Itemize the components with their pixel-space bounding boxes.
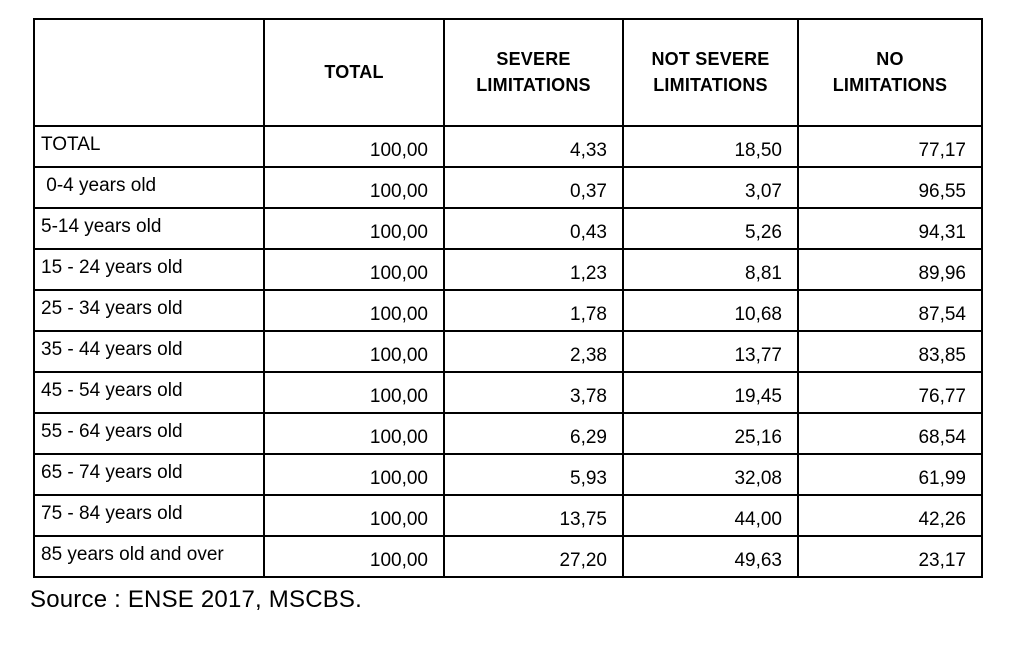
cell-value: 23,17 — [797, 535, 983, 578]
row-label: 75 - 84 years old — [33, 494, 265, 537]
row-label: 0-4 years old — [33, 166, 265, 209]
cell-value: 100,00 — [263, 412, 445, 455]
cell-value: 4,33 — [443, 125, 624, 168]
cell-value: 100,00 — [263, 207, 445, 250]
limitations-by-age-table: TOTAL SEVERE LIMITATIONS NOT SEVERE LIMI… — [33, 18, 983, 578]
row-label: 65 - 74 years old — [33, 453, 265, 496]
table-row-85-over: 85 years old and over 100,00 27,20 49,63… — [33, 535, 983, 578]
cell-value: 100,00 — [263, 371, 445, 414]
cell-value: 5,93 — [443, 453, 624, 496]
cell-value: 42,26 — [797, 494, 983, 537]
table-row-55-64: 55 - 64 years old 100,00 6,29 25,16 68,5… — [33, 412, 983, 455]
cell-value: 3,78 — [443, 371, 624, 414]
table-row-65-74: 65 - 74 years old 100,00 5,93 32,08 61,9… — [33, 453, 983, 496]
cell-value: 89,96 — [797, 248, 983, 291]
cell-value: 18,50 — [622, 125, 799, 168]
cell-value: 1,23 — [443, 248, 624, 291]
row-label: 45 - 54 years old — [33, 371, 265, 414]
cell-value: 68,54 — [797, 412, 983, 455]
cell-value: 13,75 — [443, 494, 624, 537]
cell-value: 44,00 — [622, 494, 799, 537]
cell-value: 100,00 — [263, 453, 445, 496]
table-row-25-34: 25 - 34 years old 100,00 1,78 10,68 87,5… — [33, 289, 983, 332]
cell-value: 100,00 — [263, 330, 445, 373]
cell-value: 76,77 — [797, 371, 983, 414]
row-label: 85 years old and over — [33, 535, 265, 578]
cell-value: 100,00 — [263, 289, 445, 332]
table-row-45-54: 45 - 54 years old 100,00 3,78 19,45 76,7… — [33, 371, 983, 414]
row-label: 15 - 24 years old — [33, 248, 265, 291]
cell-value: 3,07 — [622, 166, 799, 209]
col-header-no-limitations: NO LIMITATIONS — [797, 18, 983, 127]
cell-value: 10,68 — [622, 289, 799, 332]
table-row-75-84: 75 - 84 years old 100,00 13,75 44,00 42,… — [33, 494, 983, 537]
cell-value: 49,63 — [622, 535, 799, 578]
cell-value: 27,20 — [443, 535, 624, 578]
cell-value: 1,78 — [443, 289, 624, 332]
row-label: TOTAL — [33, 125, 265, 168]
row-label: 5-14 years old — [33, 207, 265, 250]
cell-value: 8,81 — [622, 248, 799, 291]
cell-value: 5,26 — [622, 207, 799, 250]
cell-value: 100,00 — [263, 494, 445, 537]
cell-value: 87,54 — [797, 289, 983, 332]
cell-value: 83,85 — [797, 330, 983, 373]
cell-value: 61,99 — [797, 453, 983, 496]
col-header-total: TOTAL — [263, 18, 445, 127]
cell-value: 100,00 — [263, 535, 445, 578]
table-row-5-14: 5-14 years old 100,00 0,43 5,26 94,31 — [33, 207, 983, 250]
col-header-severe-limitations: SEVERE LIMITATIONS — [443, 18, 624, 127]
cell-value: 19,45 — [622, 371, 799, 414]
row-label: 35 - 44 years old — [33, 330, 265, 373]
cell-value: 13,77 — [622, 330, 799, 373]
source-note: Source : ENSE 2017, MSCBS. — [30, 586, 363, 613]
cell-value: 32,08 — [622, 453, 799, 496]
cell-value: 100,00 — [263, 248, 445, 291]
table-row-15-24: 15 - 24 years old 100,00 1,23 8,81 89,96 — [33, 248, 983, 291]
cell-value: 0,43 — [443, 207, 624, 250]
row-label: 25 - 34 years old — [33, 289, 265, 332]
cell-value: 77,17 — [797, 125, 983, 168]
cell-value: 25,16 — [622, 412, 799, 455]
cell-value: 96,55 — [797, 166, 983, 209]
table-row-35-44: 35 - 44 years old 100,00 2,38 13,77 83,8… — [33, 330, 983, 373]
col-header-not-severe-limitations: NOT SEVERE LIMITATIONS — [622, 18, 799, 127]
cell-value: 2,38 — [443, 330, 624, 373]
cell-value: 100,00 — [263, 166, 445, 209]
row-label: 55 - 64 years old — [33, 412, 265, 455]
cell-value: 6,29 — [443, 412, 624, 455]
header-row: TOTAL SEVERE LIMITATIONS NOT SEVERE LIMI… — [33, 18, 983, 127]
table-row-total: TOTAL 100,00 4,33 18,50 77,17 — [33, 125, 983, 168]
cell-value: 94,31 — [797, 207, 983, 250]
corner-cell — [33, 18, 265, 127]
cell-value: 0,37 — [443, 166, 624, 209]
table-row-0-4: 0-4 years old 100,00 0,37 3,07 96,55 — [33, 166, 983, 209]
cell-value: 100,00 — [263, 125, 445, 168]
